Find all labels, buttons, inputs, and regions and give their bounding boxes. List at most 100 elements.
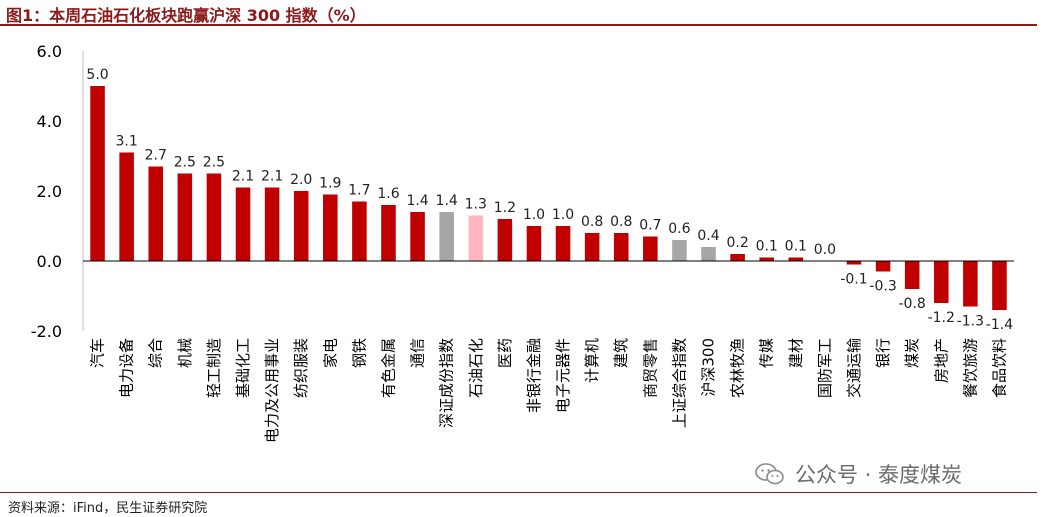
data-label: 0.6 <box>668 221 690 237</box>
x-tick-label: 上证综合指数 <box>670 338 688 428</box>
x-tick-label: 计算机 <box>583 338 601 383</box>
x-tick-label: 房地产 <box>932 338 950 383</box>
data-label: 2.5 <box>174 155 196 171</box>
x-tick-label: 电子元器件 <box>554 338 572 413</box>
data-label: -0.1 <box>840 272 867 288</box>
x-tick-label: 钢铁 <box>350 338 368 368</box>
x-tick-label: 综合 <box>147 338 165 368</box>
data-label: 2.0 <box>290 172 312 188</box>
value-labels: 5.0 3.1 2.7 2.5 2.5 2.1 2.1 2.0 1.9 1.7 1.6 1.4 1.4 1… <box>86 67 1013 333</box>
bar <box>788 257 804 261</box>
y-tick-label: 4.0 <box>37 112 62 131</box>
x-tick-label: 汽车 <box>89 338 107 368</box>
data-label: 5.0 <box>86 67 108 83</box>
bar <box>497 219 513 261</box>
bar <box>846 261 862 265</box>
bar <box>468 215 484 261</box>
bar <box>177 173 193 261</box>
x-tick-label: 国防军工 <box>816 338 834 398</box>
x-tick-label: 沪深300 <box>700 338 718 397</box>
bar <box>613 233 629 261</box>
y-tick-label: -2.0 <box>31 322 62 341</box>
wechat-icon <box>755 463 784 485</box>
data-label: 0.1 <box>785 239 807 255</box>
x-tick-label: 电力设备 <box>118 338 136 398</box>
data-label: 0.4 <box>697 228 719 244</box>
bar <box>701 247 716 261</box>
data-label: 1.9 <box>319 176 341 192</box>
x-tick-label: 食品饮料 <box>990 338 1008 398</box>
chart-title: 图1：本周石油石化板块跑赢沪深 300 指数（%） <box>6 6 366 25</box>
x-tick-label: 有色金属 <box>379 338 397 398</box>
y-tick-label: 6.0 <box>37 42 62 61</box>
data-label: 0.7 <box>639 218 661 234</box>
data-label: -0.3 <box>869 279 896 295</box>
x-tick-label: 传媒 <box>758 338 776 368</box>
x-tick-label: 基础化工 <box>234 338 252 398</box>
x-tick-label: 餐饮旅游 <box>961 338 979 398</box>
data-label: 0.0 <box>814 242 836 258</box>
data-label: 2.5 <box>203 155 225 171</box>
data-label: 1.4 <box>436 193 458 209</box>
data-label: 3.1 <box>116 134 138 150</box>
bar <box>555 226 571 261</box>
x-tick-label: 非银行金融 <box>525 338 543 413</box>
bar <box>759 257 774 261</box>
x-tick-label: 农林牧渔 <box>729 338 747 398</box>
bar <box>264 187 280 261</box>
x-tick-label: 深证成份指数 <box>438 338 456 428</box>
data-label: 2.1 <box>261 169 283 185</box>
x-tick-label: 建筑 <box>612 338 630 368</box>
bar <box>323 194 338 261</box>
bar <box>584 233 600 261</box>
x-tick-label: 纺织服装 <box>292 338 310 398</box>
bar-chart: 6.0 4.0 2.0 0.0 -2.0 5.0 3.1 2.7 2.5 2.5 2.1 2.1 2.… <box>31 42 1014 443</box>
data-label: 1.3 <box>465 197 487 213</box>
x-tick-label: 建材 <box>787 338 805 368</box>
data-label: 2.1 <box>232 169 254 185</box>
footer-rule <box>0 492 1037 493</box>
x-tick-label: 医药 <box>496 338 514 368</box>
bar <box>963 261 978 307</box>
bar <box>206 173 222 261</box>
x-tick-label: 煤炭 <box>903 338 921 368</box>
data-label: -1.2 <box>928 310 955 326</box>
bar <box>730 254 745 261</box>
x-tick-label: 机械 <box>176 338 194 368</box>
bar <box>352 201 367 261</box>
data-label: 0.1 <box>756 239 778 255</box>
x-tick-label: 交通运输 <box>845 338 863 398</box>
data-label: 1.7 <box>348 183 370 199</box>
bar <box>410 212 425 261</box>
bar <box>235 187 251 261</box>
bar <box>148 166 164 261</box>
data-label: -1.4 <box>986 317 1013 333</box>
bar <box>381 205 396 261</box>
bar <box>904 261 920 289</box>
x-tick-label: 银行 <box>874 338 892 368</box>
x-tick-label: 电力及公用事业 <box>263 338 281 443</box>
bar <box>875 261 891 272</box>
x-tick-label: 轻工制造 <box>205 338 223 398</box>
y-tick-label: 2.0 <box>37 182 62 201</box>
data-label: 0.8 <box>610 214 632 230</box>
bar <box>90 86 105 261</box>
data-label: 1.0 <box>523 207 545 223</box>
title-rule <box>0 24 1037 26</box>
x-tick-label: 商贸零售 <box>641 338 659 398</box>
source-note: 资料来源：iFind，民生证券研究院 <box>8 501 208 516</box>
bar <box>293 191 309 261</box>
data-label: 1.2 <box>494 200 516 216</box>
bar <box>119 152 134 261</box>
x-tick-label: 石油石化 <box>467 338 485 398</box>
data-label: 1.4 <box>406 193 428 209</box>
bar <box>992 261 1007 310</box>
y-tick-label: 0.0 <box>37 252 62 271</box>
data-label: 1.6 <box>377 186 399 202</box>
x-tick-label: 家电 <box>321 338 339 368</box>
data-label: -0.8 <box>899 296 926 312</box>
y-axis: 6.0 4.0 2.0 0.0 -2.0 <box>31 42 84 341</box>
bar <box>672 240 687 261</box>
data-label: 0.2 <box>726 235 748 251</box>
data-label: 1.0 <box>552 207 574 223</box>
